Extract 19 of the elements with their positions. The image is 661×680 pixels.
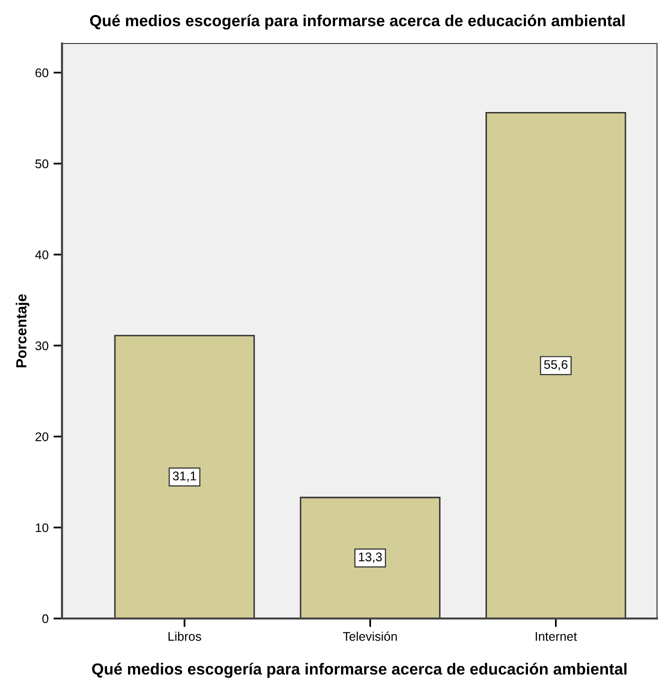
y-tick-label: 20 xyxy=(36,432,48,442)
chart-title: Qué medios escogería para informarse acerca de educación ambiental xyxy=(90,14,624,30)
y-tick-label: 60 xyxy=(36,68,48,78)
x-tick-label: Libros xyxy=(168,632,202,641)
y-tick-label: 30 xyxy=(35,341,48,350)
y-axis-title: Porcentaje xyxy=(16,294,30,368)
data-label: 55,6 xyxy=(544,360,568,370)
y-tick-label: 0 xyxy=(42,614,48,624)
data-label: 31,1 xyxy=(172,472,196,482)
y-tick-label: 40 xyxy=(35,250,48,260)
x-axis-title: Qué medios escogería para informarse acerca de educación ambiental xyxy=(92,662,626,678)
y-tick-label: 50 xyxy=(35,159,48,168)
bar xyxy=(114,334,255,618)
y-tick-label: 10 xyxy=(36,523,48,532)
bar xyxy=(300,496,440,618)
bar xyxy=(486,112,626,618)
data-label: 13,3 xyxy=(358,552,382,563)
x-tick-label: Televisión xyxy=(343,632,397,641)
x-tick-label: Internet xyxy=(536,632,577,641)
